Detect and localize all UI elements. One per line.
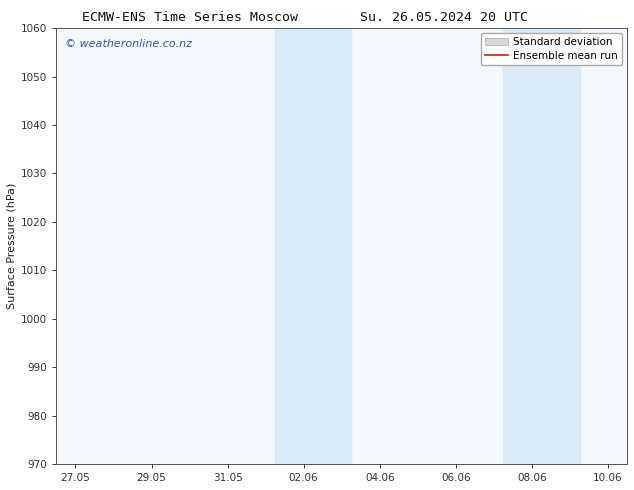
Y-axis label: Surface Pressure (hPa): Surface Pressure (hPa) — [7, 183, 17, 309]
Bar — [275, 28, 351, 464]
Text: Su. 26.05.2024 20 UTC: Su. 26.05.2024 20 UTC — [360, 11, 527, 24]
Text: ECMW-ENS Time Series Moscow: ECMW-ENS Time Series Moscow — [82, 11, 298, 24]
Text: © weatheronline.co.nz: © weatheronline.co.nz — [65, 39, 192, 49]
Legend: Standard deviation, Ensemble mean run: Standard deviation, Ensemble mean run — [481, 33, 622, 65]
Bar — [503, 28, 579, 464]
